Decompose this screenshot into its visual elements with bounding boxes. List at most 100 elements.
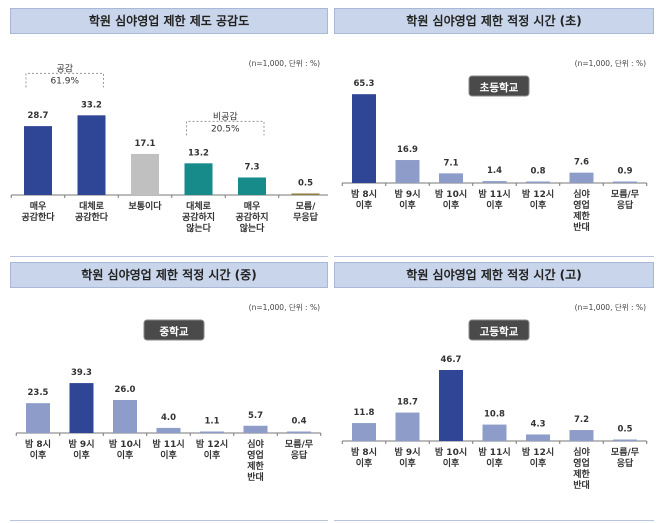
value-label: 16.9 [397,145,418,155]
category-label: 밤 11시 [478,188,510,200]
category-label: 이후 [356,199,373,211]
category-label: 모름/무 [611,189,639,200]
value-label: 39.3 [71,368,92,378]
category-label: 매우 [244,200,261,212]
category-label: 이후 [486,199,503,211]
category-label: 않는다 [240,222,266,234]
category-label: 제한 [573,468,590,480]
category-label: 밤 9시 [395,446,421,458]
category-label: 제한 [573,210,590,222]
value-label: 7.2 [574,415,589,425]
category-label: 이후 [30,449,47,461]
value-label: 13.2 [188,148,209,158]
category-label: 공감한다 [75,211,109,223]
category-label: 영업 [573,457,590,469]
category-label: 이후 [204,449,221,461]
value-label: 26.0 [115,385,136,395]
category-label: 이후 [486,457,503,469]
value-label: 0.5 [617,425,632,435]
value-label: 18.7 [397,398,418,408]
value-label: 28.7 [28,111,49,121]
category-label: 이후 [399,457,416,469]
unit-note: (n=1,000, 단위 : %) [249,302,320,312]
bar [184,163,213,195]
category-label: 이후 [356,457,373,469]
group-label: 20.5% [211,124,240,134]
panel-high: 학원 심야영업 제한 적정 시간 (고) (n=1,000, 단위 : %) 고등… [334,262,654,521]
bar [613,439,637,441]
bar [569,430,594,441]
category-label: 반대 [573,221,590,233]
school-badge: 고등학교 [480,325,519,338]
bar [77,115,106,195]
category-label: 공감하지 [235,211,268,223]
category-label: 밤 11시 [478,446,510,458]
category-label: 밤 9시 [395,188,421,200]
category-label: 이후 [117,449,134,461]
category-label: 않는다 [186,222,212,234]
bar [439,370,463,441]
category-label: 밤 10시 [435,188,467,200]
bar [24,126,52,195]
bar [131,153,159,195]
value-label: 33.2 [81,100,102,110]
bar [352,94,376,183]
category-label: 밤 9시 [69,438,95,450]
bar [395,160,420,183]
bar [287,431,311,433]
category-label: 모름/ [296,201,317,212]
bar [238,177,266,195]
badge-box [468,75,530,97]
value-label: 0.5 [298,179,313,189]
bar [291,193,320,195]
bar [69,383,94,433]
category-label: 밤 12시 [522,446,554,458]
category-label: 밤 8시 [351,446,377,458]
value-label: 7.1 [443,158,458,168]
category-label: 반대 [247,471,264,483]
value-label: 23.5 [28,388,49,398]
category-label: 이후 [443,199,460,211]
category-label: 모름/무 [285,439,313,450]
value-label: 1.1 [204,417,219,427]
category-label: 영업 [247,449,264,461]
value-label: 46.7 [441,355,462,365]
category-label: 이후 [73,449,90,461]
group-label: 비공감 [213,110,238,122]
category-label: 밤 8시 [351,188,377,200]
category-label: 밤 10시 [435,446,467,458]
category-label: 이후 [160,449,177,461]
category-label: 밤 10시 [109,438,141,450]
category-label: 심야 [573,446,590,458]
badge-box [143,319,205,341]
value-label: 7.6 [574,158,589,168]
category-label: 이후 [399,199,416,211]
category-label: 이후 [530,457,547,469]
bar [526,434,550,441]
value-label: 0.8 [530,167,545,177]
bar [439,173,463,183]
bar [156,427,181,433]
category-label: 모름/무 [611,447,639,458]
school-badge: 중학교 [160,325,189,338]
bar [352,423,376,441]
group-label: 61.9% [50,76,79,86]
category-label: 밤 11시 [152,438,184,450]
value-label: 1.4 [487,166,502,176]
category-label: 공감한다 [21,211,55,223]
category-label: 응답 [617,199,634,211]
value-label: 65.3 [354,79,375,89]
school-badge: 초등학교 [480,81,519,94]
value-label: 0.9 [617,167,632,177]
category-label: 응답 [291,449,308,461]
value-label: 10.8 [484,410,505,420]
bar [482,424,507,441]
panel-title: 학원 심야영업 제한 적정 시간 (초) [334,8,654,34]
bar [526,181,550,183]
bar [569,172,594,183]
value-label: 0.4 [291,417,306,427]
